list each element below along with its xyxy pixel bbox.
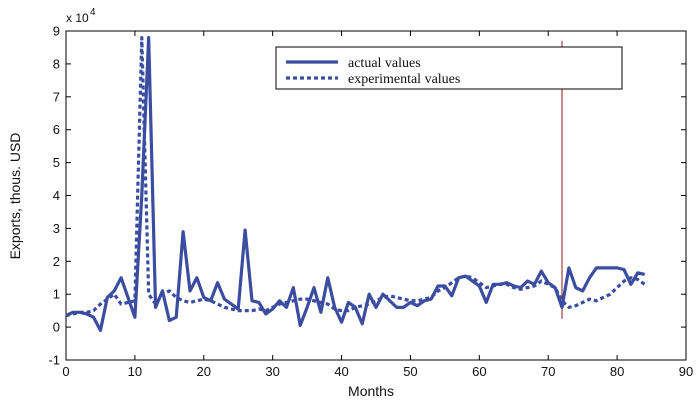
y-tick-label: 6 — [53, 122, 60, 137]
y-axis-label: Exports, thous. USD — [7, 133, 23, 260]
legend: actual values experimental values — [275, 46, 623, 90]
x-tick-label: 10 — [128, 364, 142, 379]
legend-box — [275, 46, 623, 90]
y-tick-label: 1 — [53, 287, 60, 302]
y-exponent-label: x 10 — [66, 11, 89, 25]
x-tick-label: 70 — [541, 364, 555, 379]
x-tick-label: 80 — [610, 364, 624, 379]
y-tick-label: 7 — [53, 89, 60, 104]
x-tick-label: 40 — [334, 364, 348, 379]
x-tick-label: 20 — [197, 364, 211, 379]
y-tick-label: 9 — [53, 24, 60, 39]
y-tick-label: -1 — [48, 353, 60, 368]
x-tick-label: 30 — [265, 364, 279, 379]
y-tick-label: 3 — [53, 221, 60, 236]
y-tick-label: 2 — [53, 254, 60, 269]
legend-label-experimental-values: experimental values — [348, 72, 460, 87]
x-axis-ticks: 0 10 20 30 40 50 60 70 80 90 — [62, 31, 693, 379]
x-axis-label: Months — [348, 383, 394, 399]
y-tick-label: 8 — [53, 56, 60, 71]
series-layer — [65, 35, 646, 332]
y-tick-label: 0 — [53, 320, 60, 335]
legend-label-actual-values: actual values — [348, 56, 421, 71]
x-tick-label: 90 — [679, 364, 693, 379]
y-axis-ticks: -1 0 1 2 3 4 5 6 7 8 9 — [48, 24, 686, 368]
x-tick-label: 60 — [472, 364, 486, 379]
y-tick-label: 4 — [53, 188, 60, 203]
series-line-experimental-values — [65, 35, 646, 318]
y-tick-label: 5 — [53, 155, 60, 170]
x-tick-label: 0 — [62, 364, 69, 379]
y-exponent-power: 4 — [90, 7, 96, 18]
x-tick-label: 50 — [403, 364, 417, 379]
